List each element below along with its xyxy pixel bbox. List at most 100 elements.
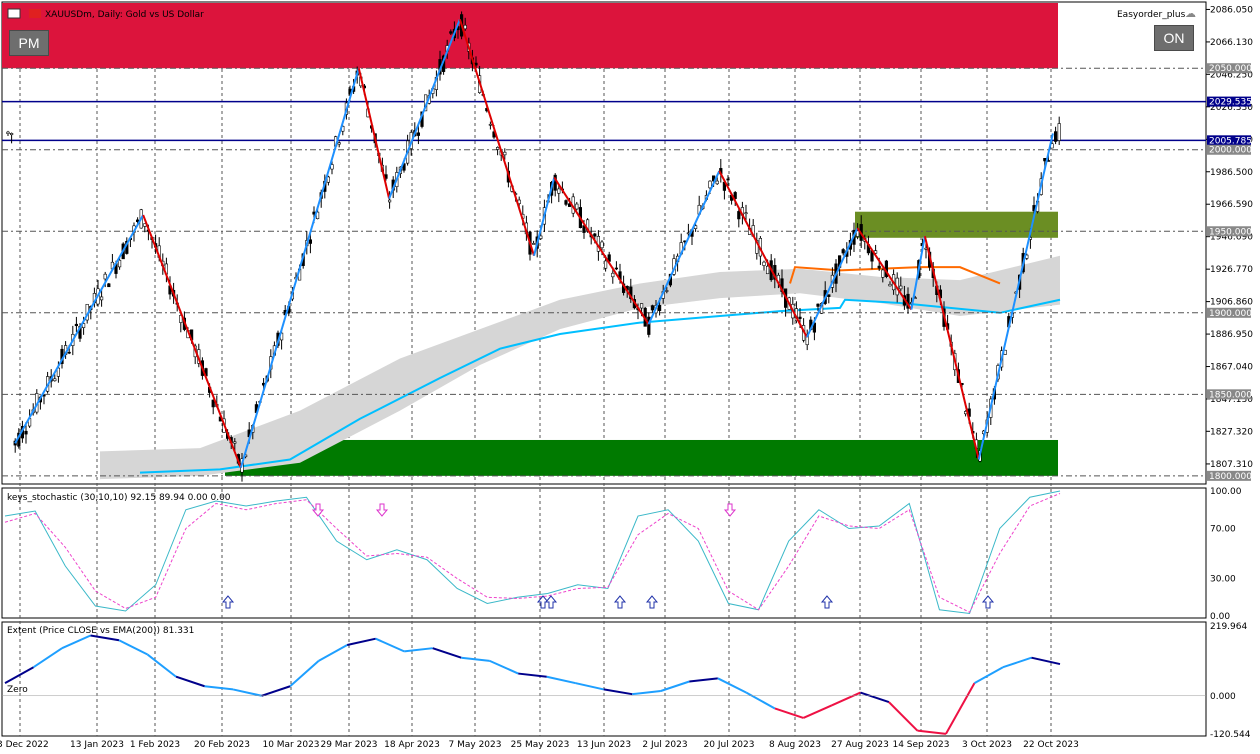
extent-segment: [660, 680, 690, 692]
stoch-up-arrow-icon: [544, 595, 558, 609]
candle-body: [827, 294, 831, 297]
zigzag-segment: [357, 67, 391, 199]
stoch-up-arrow-icon: [645, 595, 659, 609]
extent-segment: [4, 666, 34, 684]
extent-segment: [261, 685, 291, 697]
level-price-text: 1900.000: [1209, 309, 1252, 319]
time-label: 7 May 2023: [449, 740, 502, 750]
extent-segment: [404, 647, 433, 653]
zigzag-segment: [910, 235, 926, 310]
extent-segment: [888, 701, 919, 732]
stoch-up-arrow-icon: [221, 595, 235, 609]
stoch-up-arrow-icon: [820, 595, 834, 609]
candle-body: [416, 132, 421, 136]
candle-body: [639, 303, 644, 309]
candle-body: [650, 305, 654, 311]
on-button[interactable]: ON: [1154, 25, 1194, 51]
ma-cloud-band: [100, 255, 1060, 480]
extent-segment: [232, 688, 262, 697]
zigzag: [14, 18, 1054, 469]
candle-body: [10, 132, 14, 136]
candle-body: [798, 316, 802, 319]
extent-segment: [632, 690, 661, 696]
time-label: 18 Apr 2023: [384, 740, 440, 750]
candle-body: [463, 24, 467, 30]
level-price-text: 1950.000: [1209, 227, 1252, 237]
candle-body: [877, 265, 881, 269]
zigzag-segment: [458, 19, 535, 257]
extent-segment: [575, 682, 605, 691]
pm-button[interactable]: PM: [9, 30, 49, 56]
extent-segment: [945, 682, 976, 735]
extent-segment: [1031, 656, 1061, 666]
time-label: 29 Mar 2023: [320, 740, 377, 750]
price-tick-label: 1986.500: [1210, 168, 1253, 178]
stoch-up-arrow-icon: [613, 595, 627, 609]
extent-label: Extent (Price CLOSE vs EMA(200)) 81.331: [7, 626, 194, 636]
candle-body: [888, 283, 892, 287]
candle-body: [107, 283, 111, 288]
candle-body: [603, 260, 608, 269]
level-price-text: 1850.000: [1209, 390, 1252, 400]
chart-grid-icon[interactable]: [7, 8, 21, 19]
stochastic-label: keys_stochastic (30,10,10) 92.15 89.94 0…: [7, 493, 231, 503]
price-tick-label: 1926.770: [1210, 265, 1253, 275]
extent-line: [2, 634, 1206, 735]
stochastic-lines: [4, 490, 1061, 615]
level-price-tag: [1207, 135, 1251, 146]
extent-segment: [802, 704, 833, 719]
extent-segment: [489, 659, 519, 675]
supply-zone: [2, 3, 1058, 69]
extent-segment: [375, 637, 405, 653]
price-tick-label: 1946.690: [1210, 233, 1253, 243]
extent-segment: [603, 688, 633, 696]
zigzag-segment: [533, 177, 556, 256]
level-price-tag: [1207, 63, 1251, 74]
extent-tick-label: 0.000: [1210, 692, 1236, 702]
stochastic-signal-line: [4, 493, 1061, 613]
extent-segment: [289, 660, 320, 687]
candle-body: [593, 233, 597, 237]
time-grid: [19, 3, 1052, 736]
candle-body: [1054, 131, 1058, 142]
extent-segment: [774, 707, 804, 719]
candle-body: [733, 192, 737, 199]
zigzag-segment: [239, 67, 360, 468]
candle-body: [881, 269, 885, 278]
ma-orange-line: [789, 266, 1001, 285]
zigzag-segment: [553, 176, 650, 325]
price-tick-label: 1847.130: [1210, 395, 1253, 405]
chart-title: XAUUSDm, Daily: Gold vs US Dollar: [45, 10, 204, 20]
candle-body: [708, 180, 712, 189]
stoch-down-arrow-icon: [375, 503, 389, 517]
candle-body: [841, 249, 845, 254]
candle-body: [387, 199, 392, 203]
extent-segment: [1002, 656, 1032, 669]
extent-segment: [973, 666, 1004, 684]
hat-icon: ☁: [1185, 7, 1196, 20]
zigzag-segment: [977, 133, 1054, 460]
candle-body: [24, 430, 28, 435]
extent-segment: [860, 691, 890, 704]
candle-body: [744, 212, 748, 215]
candles: [6, 11, 1061, 482]
chart-trade-icon[interactable]: [29, 9, 41, 18]
candle-body: [74, 323, 78, 327]
candle-body: [402, 163, 406, 171]
candle-body: [67, 351, 71, 354]
candle-body: [118, 259, 122, 268]
stochastic-tick-label: 70.00: [1210, 525, 1236, 535]
candle-body: [100, 296, 104, 301]
candle-body: [715, 180, 719, 185]
price-tick-label: 1886.950: [1210, 330, 1253, 340]
level-price-tag: [1207, 389, 1251, 400]
candle-body: [308, 239, 313, 244]
candle-body: [665, 290, 669, 292]
zigzag-segment: [923, 235, 980, 460]
time-label: 10 Mar 2023: [262, 740, 319, 750]
extent-segment: [461, 656, 490, 662]
candle-body: [564, 200, 568, 205]
price-tick-label: 2066.130: [1210, 38, 1253, 48]
level-price-tag: [1207, 144, 1251, 155]
